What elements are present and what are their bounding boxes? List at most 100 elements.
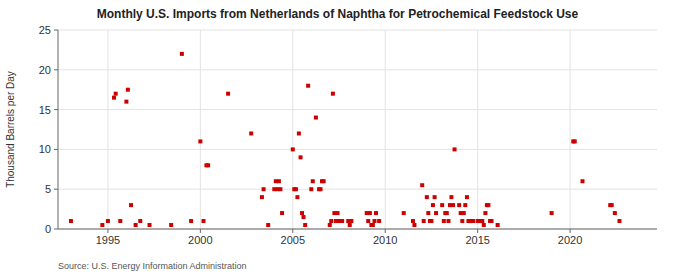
grid-line-x [292, 30, 293, 229]
point [373, 219, 377, 223]
point [138, 219, 142, 223]
point [319, 187, 323, 191]
grid-line-y [58, 69, 657, 70]
point [189, 219, 193, 223]
point [412, 223, 416, 227]
grid-line-y [58, 149, 657, 150]
point [445, 211, 449, 215]
point [422, 219, 426, 223]
point [465, 195, 469, 199]
x-tick [292, 229, 293, 233]
point [349, 219, 353, 223]
title: Monthly U.S. Imports from Netherlands of… [97, 7, 579, 21]
point [134, 223, 138, 227]
point [69, 219, 73, 223]
point [201, 219, 205, 223]
point [124, 100, 128, 104]
grid-line-x [385, 30, 386, 229]
point [112, 96, 116, 100]
point [420, 183, 424, 187]
point [451, 203, 455, 207]
point [366, 219, 370, 223]
x-tick-label: 2000 [188, 234, 212, 246]
point [449, 195, 453, 199]
point [377, 219, 381, 223]
x-tick-label: 1995 [96, 234, 120, 246]
point [302, 215, 306, 219]
x-tick-label: 2020 [558, 234, 582, 246]
grid-line-x [107, 30, 108, 229]
point [431, 203, 435, 207]
point [429, 219, 433, 223]
point [280, 211, 284, 215]
point [610, 203, 614, 207]
y-tick-label: 15 [39, 104, 51, 116]
points [69, 52, 622, 227]
x-tick [107, 229, 108, 233]
point [368, 211, 372, 215]
point [457, 203, 461, 207]
point [411, 219, 415, 223]
point [425, 195, 429, 199]
y-axis-label: Thousand Barrels per Day [5, 71, 16, 188]
point [299, 155, 303, 159]
y-tick-label: 10 [39, 143, 51, 155]
point [278, 187, 282, 191]
point [100, 223, 104, 227]
point [297, 131, 301, 135]
point [426, 211, 430, 215]
point [490, 219, 494, 223]
x-axis-line [58, 229, 657, 230]
point [480, 219, 484, 223]
point [331, 92, 335, 96]
point [613, 211, 617, 215]
point [463, 203, 467, 207]
point [550, 211, 554, 215]
x-tick [477, 229, 478, 233]
point [402, 211, 406, 215]
grid-line-y [58, 30, 657, 31]
point [169, 223, 173, 227]
point [180, 52, 184, 56]
point [294, 187, 298, 191]
point [291, 147, 295, 151]
point [573, 139, 577, 143]
point [306, 84, 310, 88]
y-axis-line [58, 30, 59, 229]
point [106, 219, 110, 223]
point [206, 163, 210, 167]
chart: 1995200020052010201520200510152025Thousa… [0, 0, 675, 275]
point [371, 223, 375, 227]
y-tick-label: 5 [45, 183, 51, 195]
point [126, 88, 130, 92]
point [198, 139, 202, 143]
point [442, 219, 446, 223]
point [483, 211, 487, 215]
point [433, 195, 437, 199]
annotation: Source: U.S. Energy Information Administ… [58, 261, 247, 271]
y-tick [54, 69, 58, 70]
y-tick-label: 0 [45, 223, 51, 235]
point [300, 211, 304, 215]
x-tick [200, 229, 201, 233]
y-tick [54, 189, 58, 190]
grid-line-x [200, 30, 201, 229]
point [118, 219, 122, 223]
x-tick-label: 2015 [465, 234, 489, 246]
point [486, 203, 490, 207]
point [446, 219, 450, 223]
point [434, 211, 438, 215]
point [262, 187, 266, 191]
y-tick-label: 25 [39, 24, 51, 36]
x-tick-label: 2005 [281, 234, 305, 246]
point [114, 92, 118, 96]
point [340, 219, 344, 223]
point [336, 211, 340, 215]
point [266, 223, 270, 227]
point [249, 131, 253, 135]
point [226, 92, 230, 96]
point [580, 179, 584, 183]
grid-line-x [477, 30, 478, 229]
point [617, 219, 621, 223]
grid-line-x [570, 30, 571, 229]
